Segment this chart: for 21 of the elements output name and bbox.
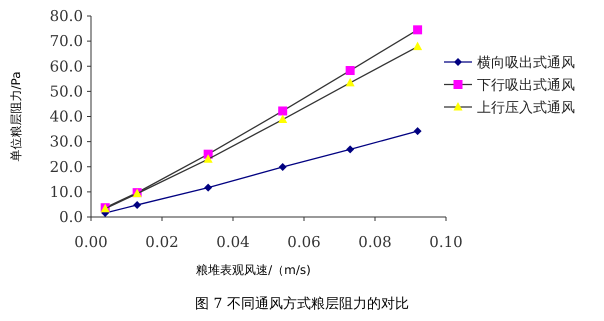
y-axis-title: 单位粮层阻力/Pa: [9, 71, 23, 162]
x-tick-label: 0.04: [216, 233, 250, 251]
y-tick-label: 30.0: [50, 132, 83, 151]
x-tick-label: 0.08: [358, 233, 392, 251]
legend-label: 上行压入式通风: [477, 100, 575, 116]
y-tick-label: 60.0: [50, 57, 83, 76]
x-axis-title: 粮堆表观风速/（m/s): [196, 263, 311, 277]
y-tick-label: 50.0: [50, 82, 83, 100]
legend-label: 下行吸出式通风: [477, 78, 575, 94]
y-tick-label: 80.0: [50, 7, 83, 25]
y-tick-label: 0.0: [59, 208, 83, 226]
y-tick-label: 20.0: [50, 158, 83, 176]
x-tick-label: 0.10: [429, 233, 463, 251]
x-tick-label: 0.00: [74, 233, 108, 251]
text: 图 7 不同通风方式粮层阻力的对比: [195, 296, 409, 312]
y-tick-label: 40.0: [50, 108, 83, 126]
y-tick-label: 70.0: [50, 32, 83, 50]
y-tick-label: 10.0: [50, 182, 83, 201]
x-tick-label: 0.06: [287, 233, 321, 251]
legend-label: 横向吸出式通风: [477, 55, 575, 71]
x-tick-label: 0.02: [145, 233, 179, 251]
